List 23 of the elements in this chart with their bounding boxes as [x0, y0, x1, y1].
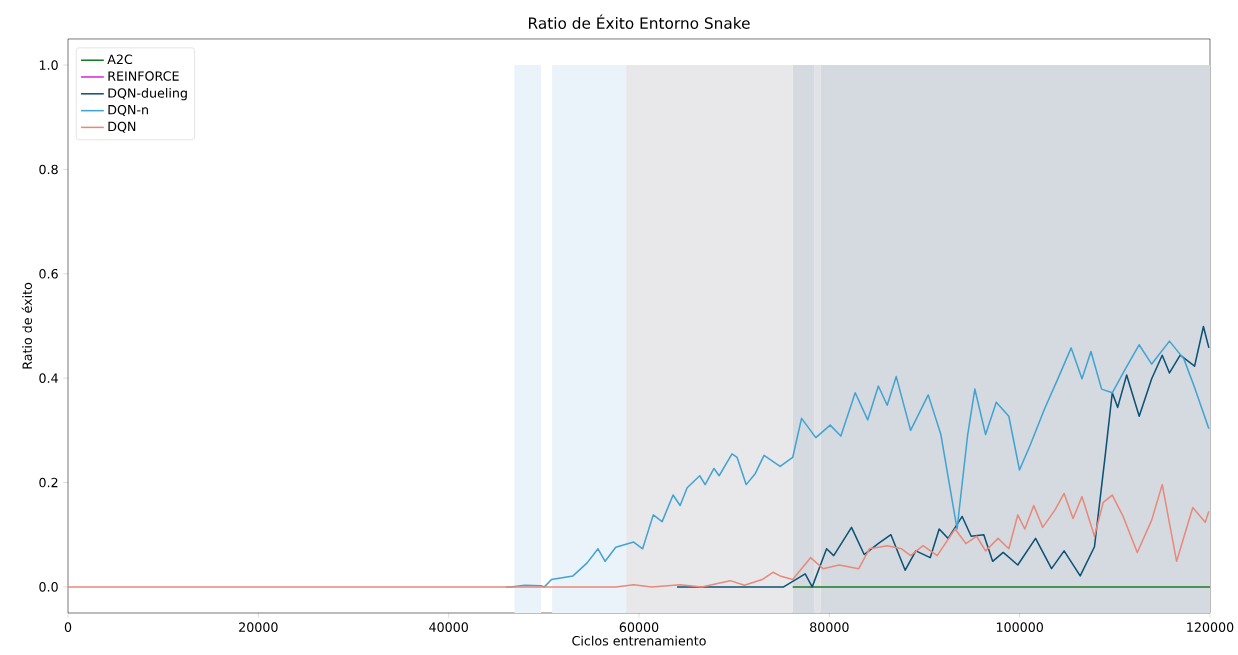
line-series [676, 325, 1210, 588]
legend-label: A2C [107, 54, 133, 65]
x-tick-label: 120000 [1187, 622, 1234, 632]
x-axis-title: Ciclos entrenamiento [572, 635, 706, 646]
line-series [68, 483, 1210, 588]
x-tick-label: 60000 [619, 622, 659, 632]
y-tick-label: 0.0 [39, 582, 58, 592]
y-tick-label: 0.8 [39, 164, 58, 175]
y-tick-label: 0.4 [39, 373, 58, 383]
y-tick-label: 1.0 [39, 60, 58, 70]
chart-title: Ratio de Éxito Entorno Snake [529, 14, 750, 29]
x-tick-label: 80000 [810, 622, 849, 632]
legend-label: DQN [108, 121, 136, 133]
x-tick-label: 40000 [429, 622, 468, 632]
legend-label: DQN-dueling [108, 88, 187, 101]
x-tick-label: 20000 [239, 622, 278, 632]
y-tick-label: 0.6 [39, 269, 58, 279]
y-axis-title: Ratio de éxito [21, 282, 33, 369]
legend-label: DQN-n [108, 104, 148, 116]
x-tick-label: 100000 [996, 622, 1043, 632]
legend-label: REINFORCE [108, 71, 179, 81]
y-tick-label: 0.2 [39, 477, 58, 488]
x-tick-label: 0 [64, 622, 72, 632]
